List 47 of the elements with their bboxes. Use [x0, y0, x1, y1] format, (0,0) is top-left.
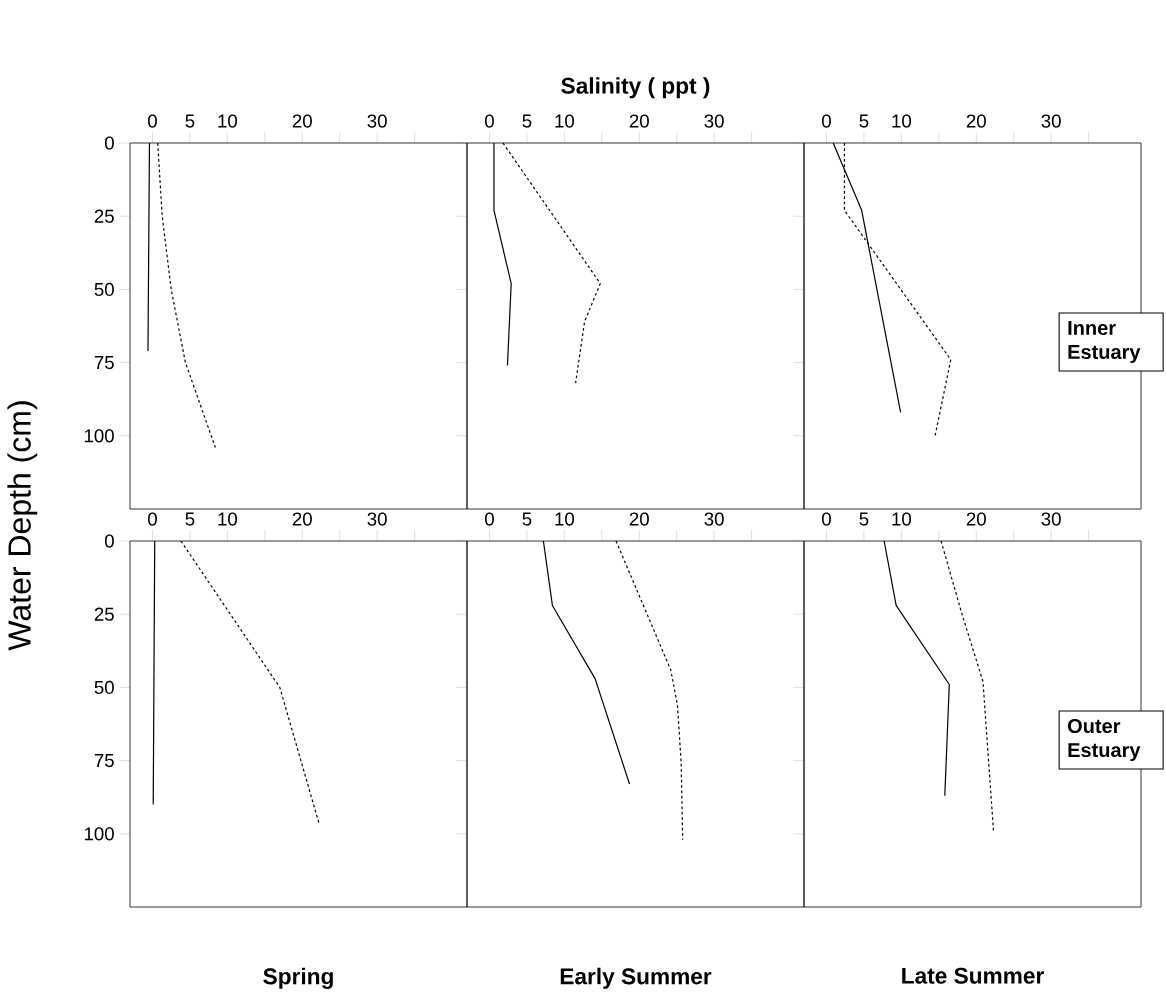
annotation: Inner Estuary: [1068, 321, 1141, 363]
y-tick-label: 25: [94, 209, 114, 223]
x-tick-label: 20: [966, 512, 986, 526]
x-tick-label: 20: [966, 114, 986, 128]
y-tick-label: 75: [94, 754, 114, 768]
y-tick-label: 75: [94, 356, 114, 370]
x-axis-title: Spring: [263, 967, 333, 989]
x-tick-label: 20: [292, 114, 312, 128]
x-tick-label: 0: [148, 512, 157, 526]
y-tick-label: 0: [104, 534, 114, 548]
x-tick-label: 30: [704, 512, 724, 526]
x-tick-label: 10: [218, 114, 238, 128]
annotation: Outer Estuary: [1067, 718, 1141, 762]
y-tick-label: 50: [94, 282, 114, 297]
x-tick-label: 30: [367, 512, 387, 526]
x-tick-label: 5: [522, 512, 532, 526]
x-tick-label: 5: [522, 114, 532, 128]
x-tick-label: 10: [555, 114, 575, 128]
x-tick-label: 10: [555, 512, 575, 526]
y-tick-label: 50: [94, 680, 114, 695]
chart-title: Salinity ( ppt ): [561, 77, 710, 99]
x-tick-label: 5: [859, 512, 869, 526]
x-axis-title: Late Summer: [902, 967, 1044, 984]
x-tick-label: 30: [704, 114, 724, 128]
x-tick-label: 0: [822, 512, 831, 526]
y-tick-label: 0: [104, 136, 114, 150]
x-tick-label: 0: [822, 114, 831, 128]
y-tick-label: 25: [94, 607, 114, 621]
x-tick-label: 5: [185, 114, 195, 128]
x-tick-label: 5: [859, 114, 869, 128]
x-tick-label: 5: [185, 512, 195, 526]
x-tick-label: 0: [148, 114, 157, 128]
y-tick-label: 100: [84, 827, 114, 841]
x-tick-label: 10: [892, 512, 912, 526]
x-tick-label: 20: [292, 512, 312, 526]
x-tick-label: 30: [367, 114, 387, 128]
x-tick-label: 0: [485, 512, 494, 526]
y-axis-title: Water Depth (cm): [7, 401, 38, 651]
x-tick-label: 30: [1041, 114, 1061, 128]
y-tick-label: 100: [84, 429, 114, 443]
x-tick-label: 0: [485, 114, 494, 128]
x-tick-label: 20: [629, 512, 649, 526]
x-tick-label: 10: [892, 114, 912, 128]
x-axis-title: Early Summer: [560, 967, 712, 989]
x-tick-label: 10: [218, 512, 238, 526]
x-tick-label: 20: [629, 114, 649, 128]
x-tick-label: 30: [1041, 512, 1061, 526]
